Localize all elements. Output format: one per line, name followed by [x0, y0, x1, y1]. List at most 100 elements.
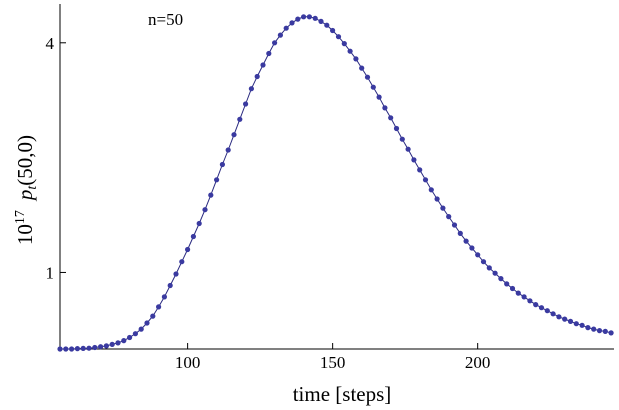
data-point	[132, 331, 138, 337]
data-point	[208, 192, 214, 198]
data-point	[254, 73, 260, 80]
data-point	[173, 271, 179, 277]
data-point	[260, 62, 266, 68]
data-point	[86, 345, 92, 351]
data-point	[434, 196, 440, 202]
x-tick-label: 100	[175, 353, 201, 372]
data-point	[272, 40, 278, 46]
data-point	[393, 125, 400, 132]
data-point	[248, 86, 254, 92]
data-point	[388, 115, 394, 121]
x-ticks: 100 150 200	[175, 343, 490, 372]
series-points	[57, 14, 614, 352]
data-point	[219, 161, 225, 168]
data-point	[370, 84, 376, 90]
data-point	[312, 15, 318, 21]
data-point	[550, 311, 556, 317]
data-point	[504, 281, 510, 287]
data-point	[359, 65, 365, 71]
data-point	[98, 344, 104, 350]
data-point	[428, 187, 434, 193]
y-label-argument: (50,0)	[13, 135, 37, 186]
data-point	[405, 146, 411, 152]
data-point	[486, 265, 492, 271]
data-point	[231, 132, 237, 138]
data-point	[295, 16, 301, 22]
data-point	[446, 214, 452, 220]
data-point	[74, 346, 80, 352]
data-point	[243, 101, 249, 107]
data-point	[602, 328, 608, 334]
data-point	[573, 321, 579, 327]
data-point	[103, 343, 109, 349]
data-point	[451, 222, 458, 228]
data-point	[463, 238, 469, 244]
y-label-subscript: t	[25, 185, 40, 190]
data-point	[121, 338, 127, 344]
data-point	[57, 346, 63, 352]
plot-area: 100 150 200 1 4	[46, 4, 614, 372]
data-point	[237, 116, 243, 122]
data-point	[341, 41, 347, 47]
data-point	[498, 276, 504, 282]
data-point	[527, 298, 533, 304]
data-point	[353, 56, 359, 62]
data-point	[347, 48, 353, 54]
data-point	[562, 316, 568, 322]
y-tick-label: 1	[46, 263, 55, 282]
data-point	[185, 246, 191, 253]
data-point	[538, 305, 545, 311]
data-point	[156, 304, 162, 310]
data-point	[422, 177, 429, 183]
data-point	[480, 259, 487, 265]
data-point	[411, 157, 417, 163]
data-point	[364, 74, 371, 80]
data-point	[556, 314, 562, 320]
data-point	[69, 346, 75, 352]
data-point	[591, 326, 597, 332]
data-point	[457, 230, 463, 236]
data-point	[318, 18, 324, 24]
data-point	[585, 325, 591, 331]
data-point	[109, 341, 115, 347]
data-point	[63, 346, 69, 352]
data-point	[376, 94, 382, 100]
y-label-prefix: 10	[13, 224, 37, 245]
data-point	[579, 322, 585, 328]
data-point	[596, 328, 603, 334]
data-point	[115, 340, 121, 346]
data-point	[417, 167, 423, 173]
data-point	[567, 318, 574, 324]
data-point	[509, 285, 516, 292]
annotation-n: n=50	[148, 10, 183, 29]
data-point	[179, 259, 185, 265]
data-point	[469, 245, 475, 251]
data-point	[608, 330, 614, 336]
data-point	[301, 14, 307, 20]
data-point	[492, 270, 498, 276]
data-point	[225, 147, 231, 153]
data-point	[544, 308, 550, 314]
y-label-function: p	[13, 190, 37, 203]
data-point	[306, 14, 312, 20]
data-point	[440, 205, 446, 211]
x-axis-label: time [steps]	[293, 382, 392, 406]
data-point	[138, 326, 144, 332]
data-point	[515, 290, 521, 296]
data-point	[277, 32, 283, 38]
data-point	[266, 50, 272, 57]
data-point	[521, 294, 527, 300]
data-point	[202, 207, 208, 213]
data-point	[399, 136, 405, 142]
data-point	[283, 25, 289, 31]
data-point	[533, 302, 539, 308]
data-point	[324, 22, 330, 28]
data-point	[330, 27, 336, 34]
data-point	[167, 282, 173, 289]
data-point	[127, 334, 133, 341]
data-point	[92, 344, 98, 351]
data-point	[475, 252, 481, 258]
data-point	[196, 220, 202, 227]
y-tick-label: 4	[46, 34, 55, 53]
